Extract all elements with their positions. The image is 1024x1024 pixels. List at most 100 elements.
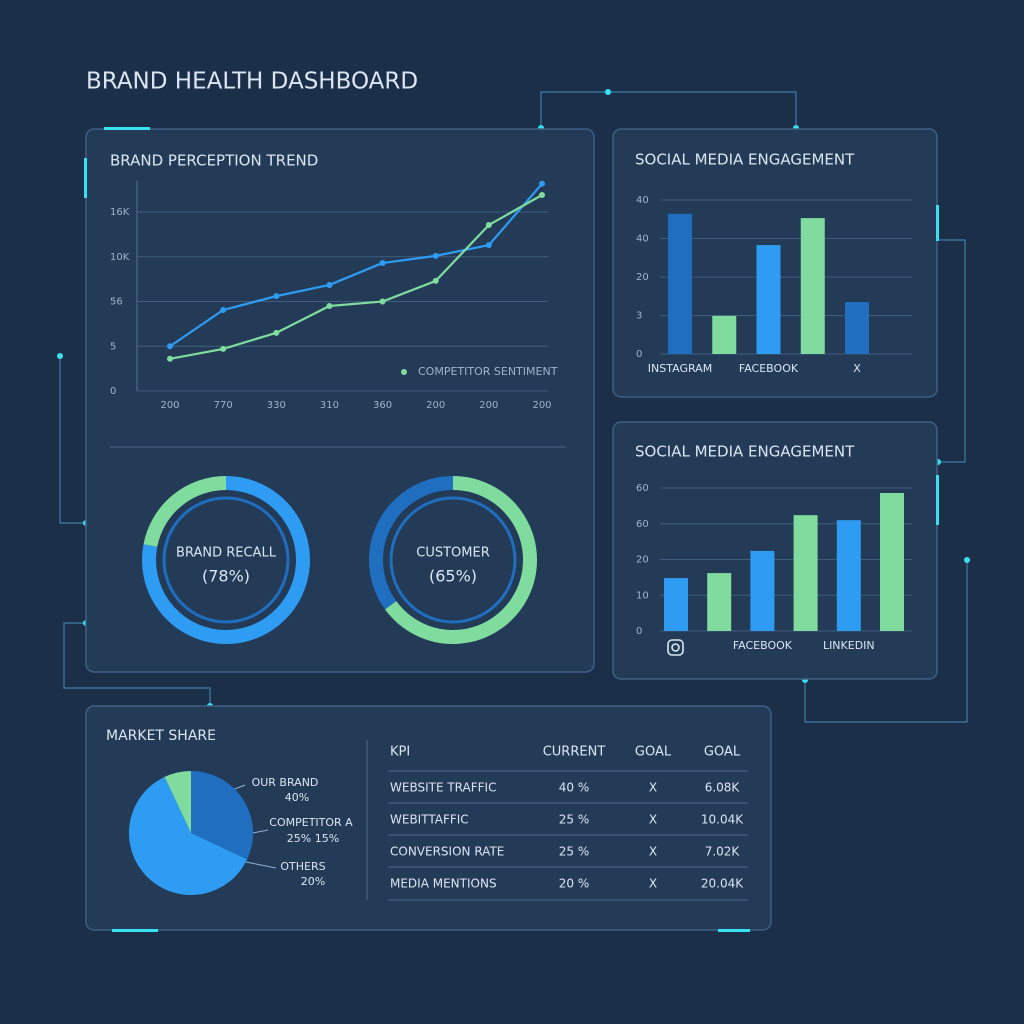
line <box>169 183 543 348</box>
y-tick-label: 60 <box>636 519 649 530</box>
bar <box>845 302 869 354</box>
panel <box>85 705 772 931</box>
y-tick-label: 60 <box>636 483 649 494</box>
chart-title: SOCIAL MEDIA ENGAGEMENT <box>635 151 855 169</box>
donut-rest <box>143 476 227 548</box>
pie-slice <box>191 771 253 860</box>
x-tick-label: LINKEDIN <box>823 639 875 652</box>
bar <box>664 578 688 631</box>
table-cell: 40 % <box>559 781 590 795</box>
point <box>379 260 386 267</box>
donut-inner <box>162 496 290 624</box>
pie-annotation: 40% <box>285 791 309 804</box>
pie-slice <box>164 771 191 833</box>
y-tick-label: 0 <box>636 349 642 360</box>
table-cell: 25 % <box>559 813 590 827</box>
point <box>167 343 173 350</box>
x-tick-label: 200 <box>479 400 498 411</box>
chart-title: SOCIAL MEDIA ENGAGEMENT <box>635 443 855 461</box>
x-tick-label: 200 <box>426 400 445 411</box>
x-tick-label: 360 <box>373 400 392 411</box>
bar <box>793 515 818 631</box>
table-cell: X <box>649 781 657 795</box>
x-tick-label: FACEBOOK <box>739 362 799 375</box>
y-tick-label: 16K <box>110 207 130 218</box>
point <box>220 345 227 352</box>
y-tick-label: 56 <box>110 297 123 308</box>
point <box>432 277 439 284</box>
x-tick-label: 200 <box>532 400 551 411</box>
pie-annotation: 20% <box>301 875 325 888</box>
table-cell: 7.02K <box>705 845 741 859</box>
x-tick-label: 330 <box>267 400 286 411</box>
legend-dot <box>401 369 407 375</box>
table-cell: 6.08K <box>705 781 741 795</box>
bar <box>707 573 732 631</box>
point <box>273 293 280 300</box>
point <box>432 252 439 259</box>
y-tick-label: 20 <box>636 555 649 566</box>
y-tick-label: 3 <box>636 311 642 322</box>
donut-label: CUSTOMER <box>416 546 489 561</box>
donut-value: (78%) <box>202 567 250 586</box>
x-tick-label: 310 <box>320 400 339 411</box>
y-tick-label: 10 <box>636 590 649 601</box>
accents <box>84 127 939 932</box>
table-cell: WEBSITE TRAFFIC <box>390 781 496 795</box>
table-header: GOAL <box>635 745 672 760</box>
table-cell: X <box>649 813 657 827</box>
table-cell: MEDIA MENTIONS <box>390 877 497 891</box>
x-tick-label: FACEBOOK <box>733 639 793 652</box>
x-tick-label: 770 <box>214 400 233 411</box>
y-tick-label: 40 <box>636 234 649 245</box>
table-cell: 20.04K <box>701 877 744 891</box>
pie-annotation: COMPETITOR A <box>269 816 353 829</box>
point <box>539 191 545 198</box>
point <box>485 242 492 249</box>
x-tick-label: INSTAGRAM <box>648 362 712 375</box>
y-tick-label: 40 <box>636 195 649 206</box>
bar <box>800 218 825 354</box>
table-cell: X <box>649 877 657 891</box>
donut-arc <box>142 476 310 644</box>
bar <box>712 315 737 354</box>
pie-slice <box>128 776 248 895</box>
y-tick-label: 0 <box>110 386 116 397</box>
panel <box>85 128 595 673</box>
legend-label: COMPETITOR SENTIMENT <box>418 365 558 378</box>
table-header: GOAL <box>704 745 741 760</box>
table-header: KPI <box>390 745 410 760</box>
point <box>167 355 173 362</box>
y-tick-label: 0 <box>636 626 642 637</box>
x-tick-label: X <box>853 362 861 375</box>
point <box>326 281 333 288</box>
table-cell: 25 % <box>559 845 590 859</box>
donut-value: (65%) <box>429 567 477 586</box>
line <box>169 194 543 360</box>
bar <box>668 213 692 354</box>
bar <box>756 245 781 354</box>
table-cell: 20 % <box>559 877 590 891</box>
pie-annotation: OUR BRAND <box>252 776 319 789</box>
instagram-icon <box>667 639 684 656</box>
x-tick-label: 200 <box>160 400 179 411</box>
table-cell: WEBITTAFFIC <box>390 813 469 827</box>
point <box>379 298 386 305</box>
table-cell: CONVERSION RATE <box>390 845 504 859</box>
pie-annotation: OTHERS <box>280 860 325 873</box>
chart-title: BRAND PERCEPTION TREND <box>110 152 318 170</box>
bar <box>880 493 904 631</box>
donut-arc <box>385 476 537 644</box>
dashboard-title: BRAND HEALTH DASHBOARD <box>86 69 418 95</box>
donut-rest <box>369 476 454 610</box>
point <box>326 302 333 309</box>
pie-annotation: 25% 15% <box>287 832 339 845</box>
table-header: CURRENT <box>543 745 606 760</box>
table-cell: X <box>649 845 657 859</box>
point <box>220 307 227 314</box>
y-tick-label: 5 <box>110 341 116 352</box>
donut-label: BRAND RECALL <box>176 546 277 561</box>
point <box>539 180 545 187</box>
bar <box>750 550 775 631</box>
